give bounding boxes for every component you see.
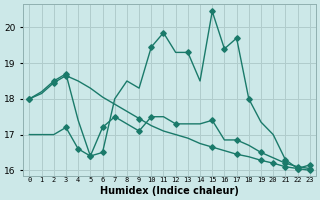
X-axis label: Humidex (Indice chaleur): Humidex (Indice chaleur) bbox=[100, 186, 239, 196]
